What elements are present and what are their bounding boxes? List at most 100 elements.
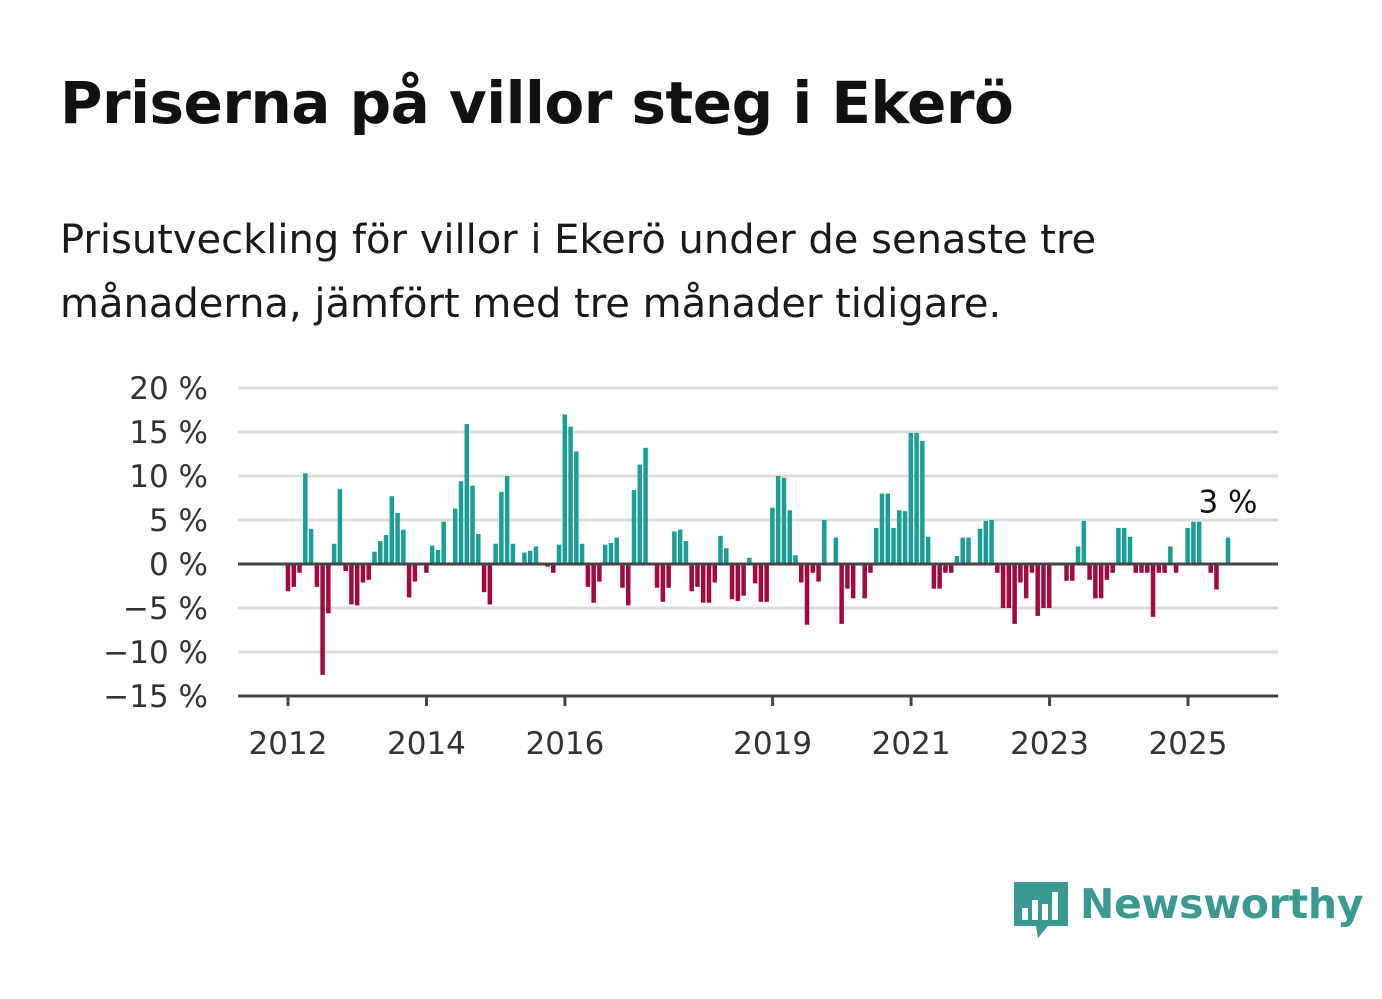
bar (839, 564, 844, 624)
bar (395, 512, 400, 564)
bar (320, 564, 325, 675)
bar (1012, 564, 1017, 624)
bar (885, 493, 891, 564)
bar (1127, 536, 1133, 564)
bar (735, 564, 741, 601)
bar (666, 564, 671, 588)
bar (631, 490, 637, 564)
bar (1225, 537, 1231, 564)
bar (660, 564, 666, 602)
bar (360, 564, 366, 583)
bar (522, 552, 527, 564)
bar (741, 564, 746, 596)
bar (937, 564, 942, 589)
bar (914, 432, 919, 564)
bar (1098, 564, 1104, 599)
bar (620, 564, 625, 588)
bar (487, 564, 493, 605)
bar (481, 564, 487, 593)
bar (1075, 546, 1081, 564)
bar (1046, 564, 1052, 608)
bar (700, 564, 706, 603)
chart-subtitle: Prisutveckling för villor i Ekerö under … (60, 217, 1097, 327)
bar (510, 543, 516, 564)
bar (983, 520, 989, 564)
bar (718, 535, 723, 564)
x-tick-label: 2014 (387, 726, 466, 762)
bar (931, 564, 937, 589)
bar (1139, 564, 1144, 573)
x-tick-label: 2019 (733, 726, 812, 762)
bar (1208, 564, 1213, 573)
bar (308, 528, 314, 564)
bar (326, 564, 331, 614)
bar (354, 564, 360, 606)
bar (850, 564, 856, 599)
bar (568, 426, 573, 564)
bar (291, 564, 297, 587)
bar (441, 521, 446, 564)
x-tick-label: 2012 (249, 726, 328, 762)
bar (1196, 521, 1202, 564)
bar (891, 527, 896, 564)
bar (412, 564, 418, 582)
bar (1081, 520, 1087, 564)
bar (752, 564, 758, 584)
bar (331, 543, 337, 564)
axes (238, 562, 1278, 706)
bar (1093, 564, 1098, 599)
bar (1156, 564, 1162, 573)
y-tick-label: 20 % (129, 371, 208, 407)
y-tick-label: 10 % (129, 459, 208, 495)
bar (574, 451, 579, 564)
bar (1173, 564, 1179, 573)
bar (378, 541, 383, 564)
bar (372, 551, 377, 564)
bar (747, 557, 752, 564)
bar (429, 545, 435, 564)
bar (672, 531, 677, 564)
bar (504, 476, 510, 564)
bar (775, 476, 781, 564)
bar (464, 424, 470, 564)
bar (995, 564, 1000, 573)
bar (562, 414, 568, 564)
bar (902, 511, 908, 564)
y-tick-label: 5 % (149, 503, 208, 539)
bar (476, 534, 481, 564)
bar (810, 564, 816, 573)
bar (943, 564, 948, 573)
bar (366, 564, 371, 580)
bar (602, 544, 608, 564)
bar (383, 534, 389, 564)
gridlines (238, 386, 1278, 654)
bar (920, 440, 925, 564)
bar (1121, 527, 1127, 564)
bar (527, 550, 533, 564)
y-tick-label: −5 % (123, 591, 208, 627)
bar (677, 529, 683, 564)
bar (637, 464, 643, 564)
bar (793, 555, 798, 564)
bar (343, 564, 348, 572)
bar (626, 564, 631, 606)
bar (1110, 564, 1115, 573)
bar (337, 489, 343, 564)
latest-value-annotation: 3 % (1198, 485, 1257, 521)
bar (1087, 564, 1092, 580)
x-tick-label: 2016 (525, 726, 604, 762)
bar (689, 564, 694, 592)
bar-chart-speech-bubble-icon (1014, 882, 1068, 938)
bar (406, 564, 412, 598)
bar (285, 564, 291, 592)
bar (1041, 564, 1046, 608)
bar (770, 507, 775, 564)
bar (833, 537, 839, 564)
chart-title: Priserna på villor steg i Ekerö (60, 69, 1014, 137)
bar (948, 564, 954, 573)
y-tick-label: −15 % (103, 679, 208, 715)
bar (1006, 564, 1012, 608)
bar (966, 537, 971, 564)
bar (470, 485, 475, 564)
bar (591, 564, 596, 603)
